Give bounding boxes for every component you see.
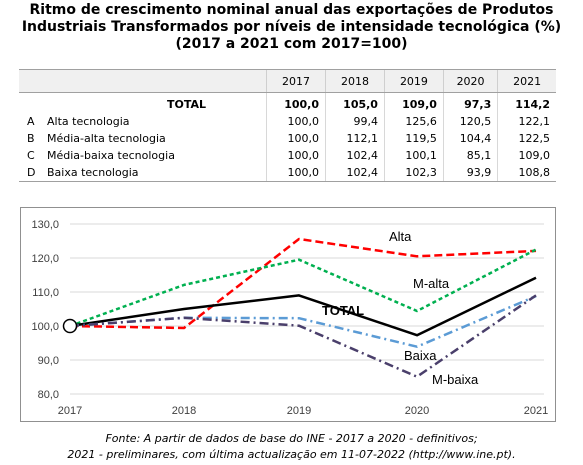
- x-tick-label: 2018: [172, 405, 196, 417]
- header-blank: [19, 69, 267, 93]
- header-year: 2020: [442, 69, 498, 93]
- header-year: 2019: [383, 69, 444, 93]
- cell-value: 119,5: [383, 130, 444, 147]
- title-line-2: Industriais Transformados por níveis de …: [21, 19, 562, 35]
- table-row-total: TOTAL 100,0 105,0 109,0 97,3 114,2: [19, 92, 556, 113]
- cell-value: 100,1: [383, 147, 444, 164]
- cell-value: 120,5: [442, 113, 498, 130]
- table-row: A Alta tecnologia 100,0 99,4 125,6 120,5…: [19, 113, 556, 130]
- table-row: B Média-alta tecnologia 100,0 112,1 119,…: [19, 130, 556, 147]
- source-line-2: 2021 - preliminares, com última actualiz…: [67, 448, 516, 461]
- cell-value: 102,4: [325, 147, 385, 164]
- cell-value: 102,3: [383, 164, 444, 182]
- cell-value: 100,0: [266, 92, 326, 113]
- cell-value: 102,4: [325, 164, 385, 182]
- y-tick-label: 130,0: [31, 219, 59, 231]
- x-tick-label: 2020: [405, 405, 429, 417]
- table-header-row: 2017 2018 2019 2020 2021: [19, 69, 556, 93]
- base-point-marker: [62, 318, 78, 334]
- title-line-1: Ritmo de crescimento nominal anual das e…: [29, 2, 554, 18]
- row-name: TOTAL: [167, 98, 207, 111]
- cell-value: 122,1: [497, 113, 556, 130]
- row-name: Alta tecnologia: [47, 114, 130, 128]
- title-line-3: (2017 a 2021 com 2017=100): [175, 36, 408, 52]
- series-label-m-baixa: M-baixa: [432, 372, 479, 387]
- cell-value: 108,8: [497, 164, 556, 182]
- header-year: 2017: [266, 69, 326, 93]
- source-note: Fonte: A partir de dados de base do INE …: [0, 431, 583, 463]
- header-year: 2021: [497, 69, 556, 93]
- row-letter: C: [27, 148, 35, 162]
- series-line-total: [69, 276, 537, 337]
- row-letter: D: [19, 164, 43, 182]
- row-name: Média-baixa tecnologia: [47, 148, 175, 162]
- cell-value: 85,1: [442, 147, 498, 164]
- row-letter: A: [27, 114, 35, 128]
- table-row: C Média-baixa tecnologia 100,0 102,4 100…: [19, 147, 556, 164]
- cell-value: 122,5: [497, 130, 556, 147]
- series-line-m-alta: [69, 248, 537, 328]
- y-tick-label: 120,0: [31, 253, 59, 265]
- series-line-m-baixa: [69, 294, 537, 378]
- header-year: 2018: [325, 69, 385, 93]
- series-label-alta: Alta: [389, 229, 412, 244]
- row-letter: B: [27, 131, 35, 145]
- series-label-baixa: Baixa: [404, 348, 437, 363]
- cell-value: 97,3: [442, 92, 498, 113]
- cell-value: 105,0: [325, 92, 385, 113]
- cell-value: 100,0: [266, 113, 326, 130]
- chart-title: Ritmo de crescimento nominal anual das e…: [0, 2, 583, 53]
- x-tick-label: 2019: [287, 405, 311, 417]
- row-name: Baixa tecnologia: [43, 164, 267, 182]
- series-label-total: TOTAL: [322, 303, 364, 318]
- cell-value: 100,0: [266, 164, 326, 182]
- cell-value: 99,4: [325, 113, 385, 130]
- cell-value: 93,9: [442, 164, 498, 182]
- cell-value: 104,4: [442, 130, 498, 147]
- cell-value: 109,0: [383, 92, 444, 113]
- cell-value: 114,2: [497, 92, 556, 113]
- cell-value: 125,6: [383, 113, 444, 130]
- cell-value: 100,0: [266, 130, 326, 147]
- series-label-m-alta: M-alta: [413, 276, 450, 291]
- y-tick-label: 80,0: [38, 389, 59, 401]
- chart-frame: [20, 207, 556, 422]
- cell-value: 100,0: [266, 147, 326, 164]
- cell-value: 112,1: [325, 130, 385, 147]
- row-name: Média-alta tecnologia: [47, 131, 166, 145]
- source-line-1: Fonte: A partir de dados de base do INE …: [105, 432, 478, 445]
- series-line-alta: [69, 237, 537, 330]
- cell-value: 109,0: [497, 147, 556, 164]
- table-row: D Baixa tecnologia 100,0 102,4 102,3 93,…: [19, 164, 556, 182]
- x-tick-label: 2017: [58, 405, 82, 417]
- y-tick-label: 110,0: [32, 287, 59, 299]
- x-tick-label: 2021: [524, 405, 548, 417]
- y-tick-label: 90,0: [38, 355, 59, 367]
- data-table: 2017 2018 2019 2020 2021 TOTAL 100,0 105…: [19, 69, 556, 182]
- y-tick-label: 100,0: [31, 321, 59, 333]
